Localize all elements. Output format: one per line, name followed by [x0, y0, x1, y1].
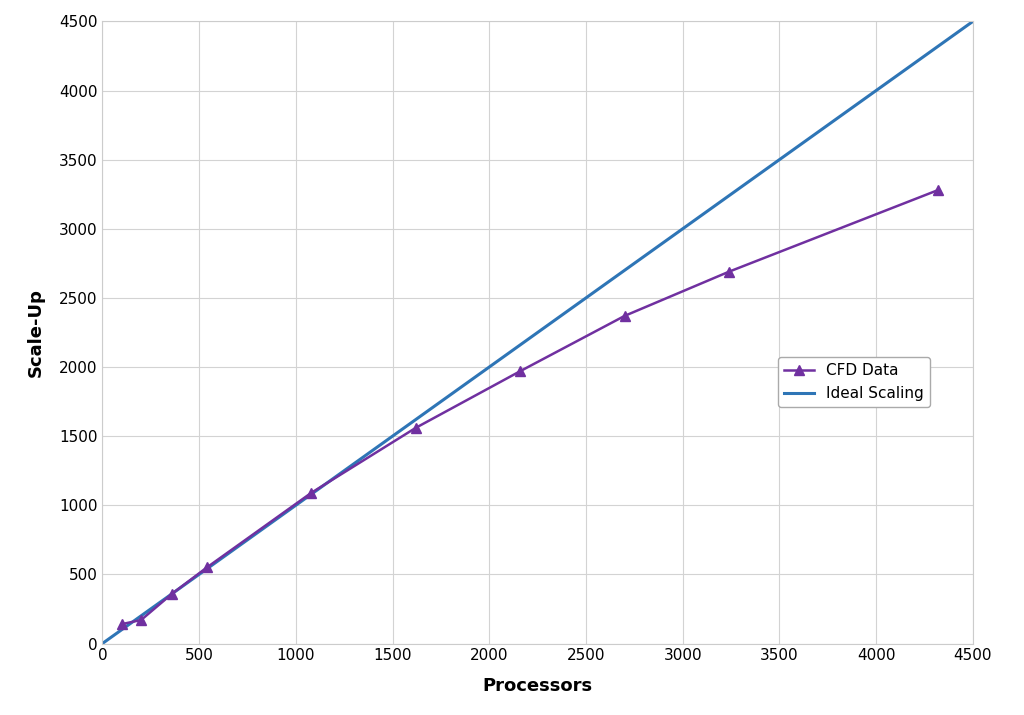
CFD Data — [201, 563, 213, 572]
CFD Data — [166, 589, 178, 598]
X-axis label: Processors: Processors — [482, 677, 593, 695]
Y-axis label: Scale-Up: Scale-Up — [27, 288, 45, 377]
CFD Data — [618, 312, 631, 320]
CFD Data — [305, 488, 317, 497]
CFD Data — [723, 267, 735, 276]
Legend: CFD Data, Ideal Scaling: CFD Data, Ideal Scaling — [777, 358, 931, 407]
CFD Data — [116, 620, 128, 628]
CFD Data — [932, 186, 944, 194]
CFD Data — [135, 616, 147, 624]
CFD Data — [514, 367, 526, 375]
Line: CFD Data: CFD Data — [117, 185, 943, 629]
CFD Data — [410, 423, 422, 432]
